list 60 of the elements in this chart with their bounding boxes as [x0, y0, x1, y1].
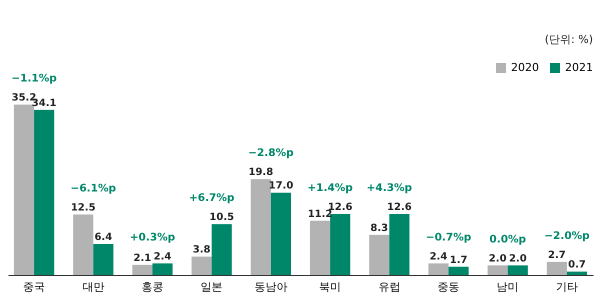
- data-label: 2.0: [508, 253, 527, 264]
- annotation: 0.0%p: [489, 233, 527, 246]
- annotation: −2.0%p: [544, 230, 590, 242]
- data-label: 12.5: [70, 202, 96, 214]
- bar: [389, 214, 410, 275]
- x-tick-label: 대만: [82, 280, 104, 294]
- data-label: 3.8: [192, 244, 211, 256]
- data-label: 1.7: [450, 254, 468, 266]
- bar: [428, 263, 449, 275]
- bar: [34, 110, 54, 275]
- bar: [508, 265, 528, 275]
- bar: [488, 265, 508, 275]
- annotation: −0.7%p: [426, 231, 472, 244]
- data-label: 17.0: [268, 180, 294, 192]
- bar: [93, 244, 114, 275]
- x-tick-label: 동남아: [254, 280, 288, 294]
- data-label: 19.8: [248, 167, 274, 178]
- annotation: +6.7%p: [188, 192, 235, 204]
- x-tick-label: 일본: [200, 280, 223, 294]
- x-tick-label: 홍콩: [141, 280, 164, 294]
- x-tick-label: 북미: [319, 280, 342, 294]
- bar: [132, 264, 152, 275]
- data-label: 2.1: [134, 252, 152, 264]
- bar: [250, 179, 271, 275]
- data-label: 0.7: [568, 260, 586, 271]
- annotation: +0.3%p: [130, 231, 176, 244]
- bar: [14, 104, 34, 275]
- data-label: 2.0: [488, 253, 507, 264]
- data-label: 2.7: [548, 250, 566, 261]
- annotation: −6.1%p: [70, 182, 116, 194]
- annotation: +4.3%p: [366, 182, 413, 194]
- bar: [369, 234, 390, 275]
- data-label: 2.4: [154, 251, 172, 262]
- bar: [152, 263, 173, 275]
- data-label: 10.5: [209, 212, 234, 224]
- bar: [192, 256, 212, 275]
- x-tick-label: 기타: [556, 280, 578, 294]
- annotation: −2.8%p: [248, 147, 294, 160]
- x-tick-label: 유럽: [378, 280, 400, 294]
- data-label: 2.4: [430, 251, 448, 262]
- bar: [212, 224, 232, 275]
- legend-label: 2020: [511, 61, 539, 74]
- bar: [73, 214, 94, 275]
- data-label: 8.3: [370, 222, 388, 234]
- bar: [270, 192, 292, 275]
- x-tick-label: 남미: [496, 280, 519, 294]
- data-label: 6.4: [94, 232, 112, 244]
- annotation: −1.1%p: [11, 72, 58, 85]
- bar: [330, 214, 350, 275]
- data-label: 12.6: [387, 202, 412, 214]
- bar: [310, 220, 330, 275]
- legend-label: 2021: [565, 61, 593, 74]
- x-tick-label: 중동: [438, 280, 460, 294]
- x-tick-label: 중국: [23, 280, 46, 294]
- bar: [566, 272, 588, 275]
- bar: [448, 266, 469, 275]
- data-label: 11.2: [308, 208, 332, 220]
- bar: [546, 262, 567, 275]
- annotation: +1.4%p: [307, 182, 354, 194]
- text: (단위: %): [544, 33, 593, 46]
